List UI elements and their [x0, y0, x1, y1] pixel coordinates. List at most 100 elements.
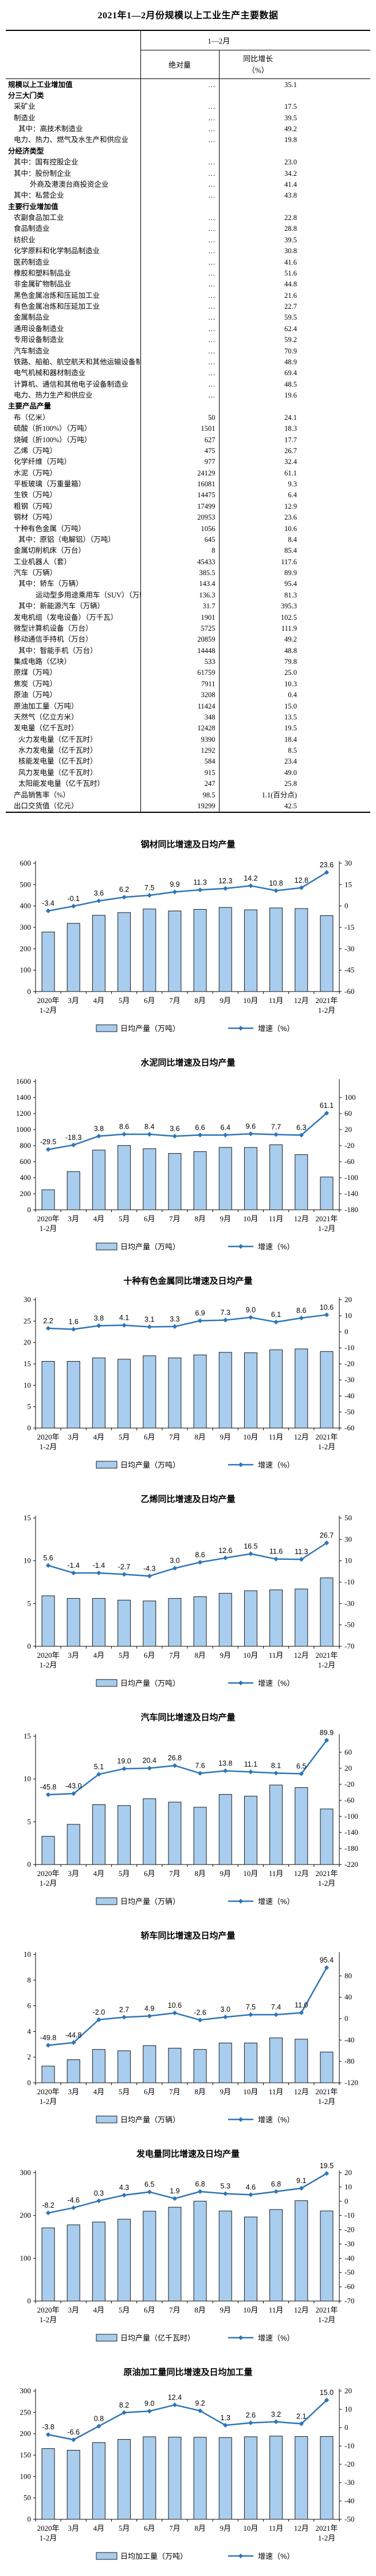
- line-marker: [223, 1318, 228, 1323]
- line-marker: [172, 2010, 178, 2016]
- table-row: 主要产品产量: [6, 400, 371, 412]
- chart-block-cement: 水泥同比增速及日均产量 1600 1400 1200 1000 800 600 400 200 0…: [0, 1048, 376, 1267]
- line-label: 61.1: [320, 1102, 334, 1110]
- svg-text:11月: 11月: [269, 1214, 284, 1223]
- svg-text:10: 10: [344, 1556, 352, 1564]
- legend-line-label: 增速（%）: [258, 2552, 295, 2561]
- line-label: 3.8: [94, 1124, 104, 1132]
- row-growth-value: 22.8: [218, 212, 371, 223]
- bar: [269, 907, 283, 992]
- row-growth-value: 17.7: [218, 434, 371, 446]
- line-marker: [248, 2420, 253, 2425]
- chart-axes: [33, 2388, 342, 2522]
- chart-title: 发电量同比增速及日均产量: [136, 2149, 240, 2159]
- svg-text:80: 80: [344, 1971, 352, 1980]
- svg-text:11月: 11月: [269, 1651, 284, 1659]
- svg-text:-10: -10: [344, 2441, 354, 2450]
- row-absolute-value: …: [140, 345, 219, 357]
- line-marker: [248, 883, 253, 888]
- row-label: 微型计算机设备（万台）: [14, 624, 93, 632]
- table-row: 食品制造业 … 28.8: [6, 223, 371, 235]
- svg-text:10: 10: [23, 1556, 31, 1564]
- row-label: 其中：私营企业: [14, 191, 64, 200]
- svg-text:7月: 7月: [169, 996, 181, 1005]
- svg-text:5月: 5月: [119, 996, 130, 1005]
- row-growth-value: 9.3: [218, 478, 371, 490]
- svg-text:-45: -45: [344, 965, 354, 974]
- bar: [295, 2039, 308, 2083]
- row-growth-value: 44.8: [218, 278, 371, 290]
- row-growth-value: 48.9: [218, 356, 371, 368]
- svg-text:60: 60: [344, 1748, 352, 1756]
- chart-axes: [33, 1515, 342, 1649]
- row-absolute-value: 12428: [140, 722, 219, 734]
- row-growth-value: 12.9: [218, 501, 371, 512]
- line-label: 9.6: [246, 1122, 256, 1130]
- line-label: 9.0: [246, 1306, 256, 1314]
- bars-group: [41, 1784, 334, 1865]
- svg-text:10: 10: [344, 1311, 352, 1320]
- chart-legend: 日均产量（万吨） 增速（%）: [96, 1461, 295, 1469]
- svg-text:-50: -50: [344, 1407, 354, 1416]
- legend-bar-label: 日均产量（万吨）: [120, 1024, 180, 1033]
- chart-block-automobiles: 汽车同比增速及日均产量 15 10 5 0 60 20 -20 -60 -100 -140 -180 -…: [0, 1703, 376, 1921]
- bar: [193, 1596, 207, 1647]
- line-marker: [299, 1771, 304, 1776]
- svg-text:1-2月: 1-2月: [318, 1442, 335, 1451]
- row-absolute-value: 5725: [140, 623, 219, 634]
- row-growth-value: 59.2: [218, 334, 371, 345]
- bar: [320, 915, 334, 992]
- table-row: 专用设备制造业 … 59.2: [6, 334, 371, 345]
- line-marker: [147, 2408, 152, 2414]
- svg-text:-140: -140: [344, 1828, 358, 1836]
- line-label: 2.1: [296, 2412, 306, 2420]
- line-marker: [147, 1324, 152, 1330]
- svg-text:100: 100: [344, 1093, 356, 1102]
- bar: [168, 2047, 182, 2083]
- table-row: 铁路、船舶、航空航天和其他运输设备制造业…48.9: [6, 356, 371, 368]
- line-marker: [223, 1555, 228, 1560]
- line-label: 0.3: [94, 2189, 104, 2197]
- line-label: 9.0: [144, 2400, 154, 2408]
- svg-text:-50: -50: [344, 2515, 354, 2523]
- chart-steel: 钢材同比增速及日均产量 600 500 400 300 200 100 0 30 15 0 -15 -3…: [20, 839, 355, 1033]
- row-growth-value: 28.8: [218, 223, 371, 235]
- line-marker: [172, 2402, 178, 2408]
- svg-text:1-2月: 1-2月: [40, 2534, 57, 2542]
- row-absolute-value: [140, 90, 219, 101]
- row-absolute-value: 17499: [140, 501, 219, 512]
- svg-text:4月: 4月: [93, 996, 105, 1005]
- bar: [295, 2436, 308, 2520]
- svg-text:10月: 10月: [243, 1214, 258, 1223]
- bar: [92, 1804, 105, 1865]
- line-label: 0.8: [94, 2414, 104, 2422]
- row-absolute-value: …: [140, 278, 219, 290]
- svg-text:0: 0: [344, 1327, 348, 1336]
- bar: [117, 2050, 131, 2083]
- svg-text:800: 800: [20, 1141, 32, 1150]
- bar: [41, 2448, 55, 2520]
- chart-legend: 日均产量（万辆） 增速（%）: [96, 1897, 295, 1906]
- chart-electricity: 发电量同比增速及日均产量300200100020100-10-20-30-40-…: [20, 2149, 355, 2342]
- row-absolute-value: …: [140, 334, 219, 345]
- chart-legend: 日均产量（万吨） 增速（%）: [96, 1024, 295, 1033]
- line-marker: [71, 2205, 76, 2211]
- svg-text:30: 30: [344, 859, 352, 867]
- line-marker: [197, 1559, 203, 1565]
- svg-text:6月: 6月: [144, 1214, 155, 1223]
- row-absolute-value: …: [140, 257, 219, 268]
- growth-line-group: -3.8 -6.6 0.8 8.2 9.0 12.4 9.2 1.3 2.6 3.2 2.1 15.0: [42, 2389, 334, 2443]
- bar: [244, 1147, 257, 1210]
- row-label: 化学纤维（万吨）: [14, 458, 72, 466]
- line-marker: [223, 2191, 228, 2196]
- row-label: 布（亿米）: [14, 413, 50, 422]
- svg-text:1-2月: 1-2月: [318, 2534, 335, 2542]
- line-marker: [122, 2410, 127, 2415]
- line-marker: [197, 1132, 203, 1138]
- row-absolute-value: …: [140, 190, 219, 202]
- row-growth-value: 19.6: [218, 390, 371, 401]
- svg-text:-40: -40: [344, 2496, 354, 2505]
- table-row: 橡胶和塑料制品业 … 51.6: [6, 268, 371, 279]
- row-label: 电力、热力、燃气及水生产和供应业: [14, 136, 129, 144]
